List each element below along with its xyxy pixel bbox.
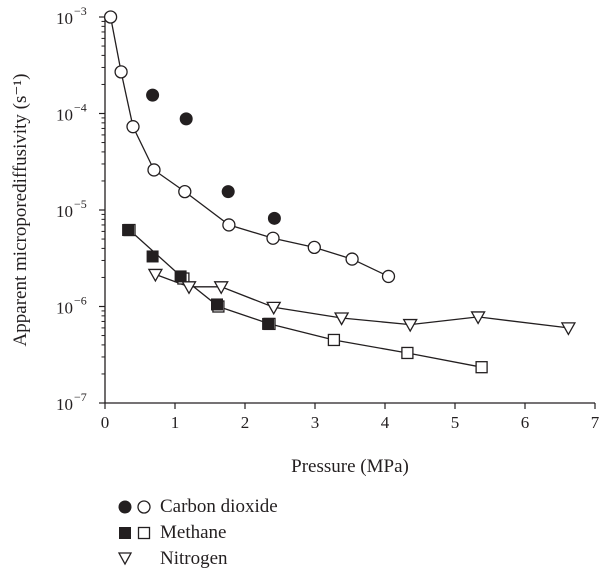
y-tick-label-exponent: −4 (74, 101, 87, 115)
data-point-nitrogen-open-triangle-down (213, 281, 229, 295)
y-tick-label: 10 (56, 106, 73, 125)
legend-item-methane: Methane (116, 520, 278, 546)
x-tick-label: 2 (241, 413, 250, 432)
y-tick-label-exponent: −5 (74, 197, 87, 211)
data-point-methane-open-square (401, 346, 414, 360)
y-axis-label: Apparent microporediffusivity (s⁻¹) (10, 74, 31, 347)
x-tick-label: 7 (591, 413, 600, 432)
data-point-carbon-dioxide-filled-circle (146, 88, 160, 102)
x-tick-label: 6 (521, 413, 530, 432)
legend-label-nitrogen: Nitrogen (160, 548, 228, 569)
legend: Carbon dioxide Methane Nitrogen (116, 494, 278, 572)
x-tick-label: 3 (311, 413, 320, 432)
data-point-nitrogen-open-triangle-down (470, 311, 486, 325)
y-tick-label-exponent: −3 (74, 4, 87, 18)
y-tick-label: 10 (56, 9, 73, 28)
y-tick-label-exponent: −6 (74, 294, 87, 308)
data-point-carbon-dioxide-open-circle (147, 163, 161, 177)
data-point-nitrogen-open-triangle-down (147, 268, 164, 283)
x-tick-label: 5 (451, 413, 460, 432)
y-tick-label-exponent: −7 (74, 390, 87, 404)
data-point-carbon-dioxide-open-circle (222, 218, 236, 232)
data-point-methane-filled-square (211, 298, 223, 311)
legend-item-nitrogen: Nitrogen (116, 546, 278, 572)
data-point-methane-open-square (475, 361, 488, 374)
y-tick-label: 10 (56, 395, 73, 414)
legend-label-methane: Methane (160, 522, 227, 543)
data-point-carbon-dioxide-open-circle (178, 184, 192, 199)
data-point-methane-open-square (327, 333, 341, 347)
data-point-carbon-dioxide-open-circle (345, 252, 359, 266)
x-tick-label: 4 (381, 413, 390, 432)
data-point-carbon-dioxide-filled-circle (267, 211, 281, 225)
filled-circle-icon (118, 500, 132, 514)
series-line-carbon-dioxide (109, 16, 389, 277)
data-point-carbon-dioxide-open-circle (126, 120, 140, 134)
series-line-methane (129, 229, 482, 368)
legend-markers-carbon-dioxide (118, 500, 151, 514)
data-point-methane-filled-square (146, 250, 159, 263)
legend-label-carbon-dioxide: Carbon dioxide (160, 496, 278, 517)
data-point-carbon-dioxide-open-circle (381, 269, 396, 284)
open-square-icon (137, 526, 151, 540)
data-point-nitrogen-open-triangle-down (402, 318, 418, 333)
data-point-methane-filled-square (262, 317, 275, 330)
data-point-nitrogen-open-triangle-down (266, 301, 282, 316)
axes: 0 1 2 3 4 5 6 710−710−610−510−410−3 (56, 4, 600, 432)
open-circle-icon (137, 500, 151, 514)
x-axis-label: Pressure (MPa) (291, 456, 409, 477)
data-point-methane-filled-square (174, 270, 187, 283)
open-triangle-down-icon (117, 552, 133, 566)
legend-markers-nitrogen (117, 552, 133, 566)
series-markers (103, 10, 577, 374)
data-point-carbon-dioxide-open-circle (307, 240, 321, 255)
y-tick-label: 10 (56, 299, 73, 318)
legend-markers-methane (119, 526, 151, 540)
data-point-carbon-dioxide-open-circle (114, 65, 128, 79)
data-point-nitrogen-open-triangle-down (333, 312, 350, 326)
data-point-carbon-dioxide-open-circle (103, 10, 118, 24)
y-tick-label: 10 (56, 202, 73, 221)
data-point-nitrogen-open-triangle-down (560, 322, 577, 336)
filled-square-icon (119, 527, 131, 539)
legend-item-carbon-dioxide: Carbon dioxide (116, 494, 278, 520)
data-point-carbon-dioxide-filled-circle (221, 185, 235, 199)
series-line-nitrogen (155, 273, 569, 329)
data-point-nitrogen-open-triangle-down (181, 281, 197, 295)
x-tick-label: 0 (101, 413, 110, 432)
data-point-carbon-dioxide-open-circle (266, 231, 280, 245)
x-tick-label: 1 (171, 413, 180, 432)
chart: 0 1 2 3 4 5 6 710−710−610−510−410−3 Pressure (M… (10, 4, 600, 477)
data-point-carbon-dioxide-filled-circle (179, 112, 193, 126)
data-point-methane-filled-square (122, 224, 135, 237)
